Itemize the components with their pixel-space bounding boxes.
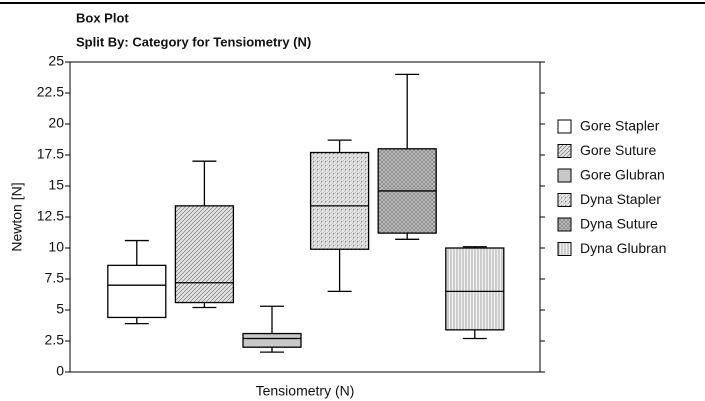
y-axis-label: Newton [N] — [9, 182, 25, 251]
legend-label: Gore Suture — [580, 142, 656, 158]
legend-label: Gore Glubran — [580, 167, 665, 183]
box — [445, 247, 505, 331]
y-tick-label: 10 — [48, 239, 64, 255]
legend-swatch — [557, 119, 572, 134]
y-tick-label: 15 — [48, 177, 64, 193]
box — [107, 264, 167, 319]
legend-label: Gore Stapler — [580, 118, 660, 134]
legend-swatch — [557, 242, 572, 256]
box — [242, 332, 302, 348]
legend-label: Dyna Stapler — [580, 191, 661, 207]
y-tick-label: 0 — [56, 363, 64, 379]
y-tick-label: 5 — [56, 301, 64, 317]
y-tick-label: 7.5 — [45, 270, 65, 286]
y-tick-label: 17.5 — [37, 146, 64, 162]
legend-swatch — [557, 193, 572, 207]
legend-swatch — [557, 168, 572, 183]
legend-swatch — [557, 144, 572, 158]
legend-swatch — [557, 217, 572, 232]
y-tick-label: 2.5 — [45, 332, 65, 348]
x-axis-label: Tensiometry (N) — [256, 383, 355, 399]
box — [174, 205, 235, 304]
y-tick-label: 12.5 — [37, 208, 64, 224]
y-tick-label: 20 — [48, 115, 64, 131]
y-tick-label: 25 — [48, 53, 64, 69]
chart-title: Box Plot — [76, 10, 129, 25]
y-tick-label: 22.5 — [37, 84, 64, 100]
chart-subtitle: Split By: Category for Tensiometry (N) — [76, 34, 311, 49]
legend-label: Dyna Glubran — [580, 240, 666, 256]
box — [309, 151, 370, 250]
legend-label: Dyna Suture — [580, 216, 658, 232]
